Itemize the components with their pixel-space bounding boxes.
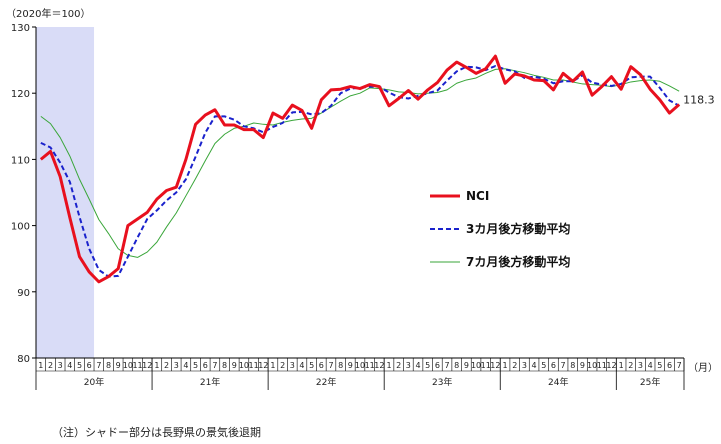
x-tick-label: 9: [580, 361, 585, 370]
y-tick-label: 110: [11, 155, 30, 166]
x-tick-label: 5: [657, 361, 662, 370]
x-tick-label: 7: [444, 361, 449, 370]
x-tick-label: 9: [464, 361, 469, 370]
x-tick-label: 2: [628, 361, 633, 370]
x-tick-label: 4: [648, 361, 653, 370]
x-tick-label: 7: [561, 361, 566, 370]
series-line-1: [40, 65, 680, 278]
x-tick-label: 10: [587, 361, 597, 370]
x-tick-label: 12: [374, 361, 384, 370]
x-tick-label: 1: [619, 361, 624, 370]
x-tick-label: 2: [396, 361, 401, 370]
x-tick-label: 4: [532, 361, 537, 370]
x-tick-label: 12: [258, 361, 268, 370]
legend-label-2: 7カ月後方移動平均: [466, 254, 570, 269]
x-tick-label: 8: [222, 361, 227, 370]
year-label: 20年: [84, 376, 104, 388]
x-tick-label: 1: [154, 361, 159, 370]
series-line-0: [39, 54, 681, 284]
x-tick-label: 6: [203, 361, 208, 370]
year-label: 21年: [200, 376, 220, 388]
x-tick-label: 2: [512, 361, 517, 370]
x-tick-label: 11: [249, 361, 259, 370]
x-tick-label: 8: [570, 361, 575, 370]
y-tick-label: 130: [11, 23, 30, 34]
x-tick-label: 8: [338, 361, 343, 370]
x-tick-label: 11: [365, 361, 375, 370]
x-tick-label: 9: [116, 361, 121, 370]
y-axis-unit-label: （2020年＝100）: [6, 7, 91, 20]
x-tick-label: 11: [481, 361, 491, 370]
x-tick-label: 5: [77, 361, 82, 370]
x-tick-label: 6: [667, 361, 672, 370]
x-tick-label: 9: [232, 361, 237, 370]
x-tick-label: 12: [490, 361, 500, 370]
legend-label-1: 3カ月後方移動平均: [466, 221, 570, 236]
x-tick-label: 6: [551, 361, 556, 370]
year-label: 23年: [432, 376, 452, 388]
x-tick-label: 12: [142, 361, 152, 370]
y-tick-label: 80: [17, 354, 30, 365]
x-tick-label: 1: [503, 361, 508, 370]
x-tick-label: 2: [48, 361, 53, 370]
series-layer: [39, 54, 681, 284]
x-tick-label: 2: [280, 361, 285, 370]
x-tick-label: 7: [212, 361, 217, 370]
x-tick-label: 3: [638, 361, 643, 370]
x-tick-label: 1: [386, 361, 391, 370]
x-tick-label: 11: [132, 361, 142, 370]
last-value-label: 118.3: [683, 93, 715, 106]
x-tick-label: 3: [522, 361, 527, 370]
y-tick-label: 100: [11, 222, 30, 233]
x-tick-label: 1: [270, 361, 275, 370]
x-tick-label: 3: [58, 361, 63, 370]
x-tick-label: 4: [299, 361, 304, 370]
x-tick-label: 5: [425, 361, 430, 370]
x-tick-label: 4: [67, 361, 72, 370]
x-tick-label: 8: [106, 361, 111, 370]
x-tick-label: 7: [96, 361, 101, 370]
year-label: 25年: [640, 376, 660, 388]
series-line-2: [40, 68, 680, 258]
x-tick-label: 10: [123, 361, 133, 370]
x-tick-label: 11: [597, 361, 607, 370]
x-tick-label: 5: [193, 361, 198, 370]
x-tick-label: 2: [164, 361, 169, 370]
x-tick-label: 7: [328, 361, 333, 370]
x-tick-label: 8: [454, 361, 459, 370]
x-tick-label: 6: [435, 361, 440, 370]
x-tick-label: 3: [290, 361, 295, 370]
legend-label-0: NCI: [466, 189, 489, 203]
x-tick-label: 1: [38, 361, 43, 370]
x-tick-label: 6: [319, 361, 324, 370]
x-tick-label: 3: [174, 361, 179, 370]
x-tick-label: 10: [239, 361, 249, 370]
x-tick-label: 10: [471, 361, 481, 370]
x-tick-label: 6: [87, 361, 92, 370]
y-tick-label: 90: [17, 288, 30, 299]
x-tick-label: 4: [183, 361, 188, 370]
x-tick-label: 9: [348, 361, 353, 370]
x-tick-label: 4: [415, 361, 420, 370]
x-tick-label: 5: [541, 361, 546, 370]
x-tick-label: 3: [406, 361, 411, 370]
year-label: 22年: [316, 376, 336, 388]
footnote: （注）シャドー部分は長野県の景気後退期: [52, 425, 261, 439]
x-tick-label: 10: [355, 361, 365, 370]
year-label: 24年: [548, 376, 568, 388]
y-tick-label: 120: [11, 89, 30, 100]
legend: NCI 3カ月後方移動平均 7カ月後方移動平均: [430, 189, 570, 269]
x-axis-month-unit: （月）: [688, 362, 718, 374]
x-tick-label: 7: [677, 361, 682, 370]
x-tick-label: 12: [606, 361, 616, 370]
x-tick-label: 5: [309, 361, 314, 370]
